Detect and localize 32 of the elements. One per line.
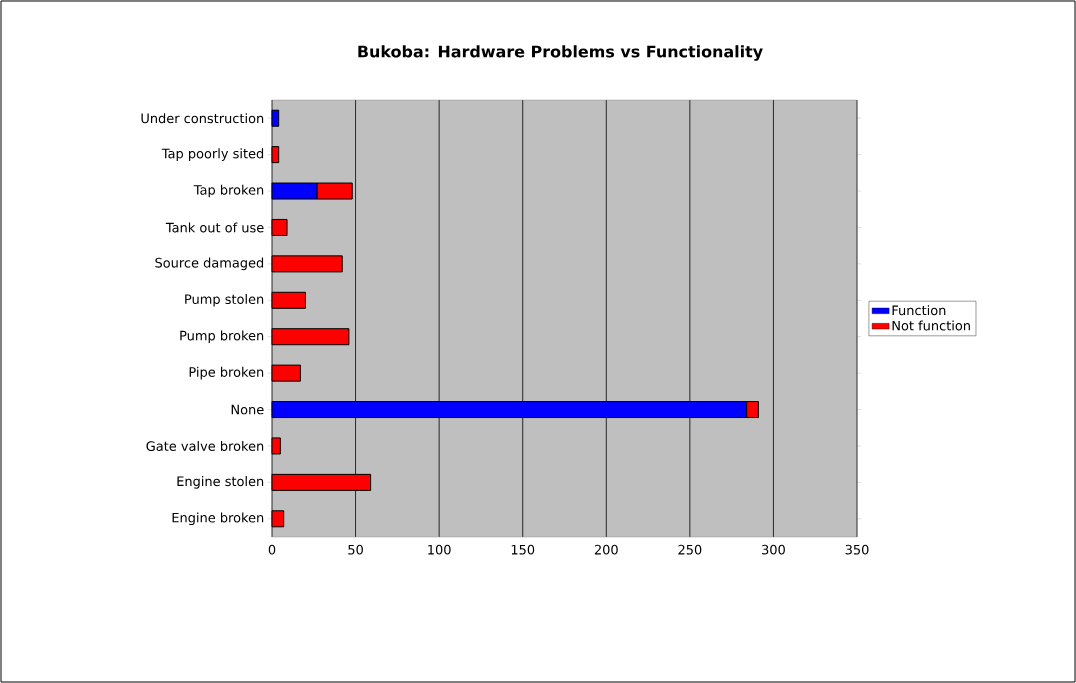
bar [271,328,350,346]
y-tick-label: Engine stolen [177,476,264,489]
x-tick-label: 0 [268,544,276,555]
bar [271,218,288,236]
bar [271,437,281,455]
x-tick-label: 200 [594,544,618,555]
y-tick-label: Tank out of use [165,222,264,233]
y-tick-label: Gate valve broken [146,440,264,451]
x-tick-label: 300 [762,544,785,555]
y-tick-label: Tap broken [193,184,264,198]
legend-label: Not function [892,320,970,331]
bar [271,146,280,164]
bar [271,109,280,127]
y-tick-label: Pump stolen [185,294,264,307]
chart-title: Bukoba: Hardware Problems vs Functionality [358,45,763,61]
bar [271,364,301,382]
y-tick-label: Engine broken [172,512,264,526]
y-tick-label: Under construction [141,113,264,124]
y-tick-label: None [231,404,264,415]
y-tick-label: Tap poorly sited [161,148,264,161]
y-tick-label: Pipe broken [189,366,264,380]
x-tick-label: 350 [845,544,869,555]
bar [271,510,285,528]
y-tick-label: Pump broken [180,330,264,343]
bar [271,255,343,273]
y-tick-label: Source damaged [155,257,264,271]
x-tick-label: 150 [511,544,535,555]
bar [271,291,306,309]
x-tick-label: 100 [428,544,451,555]
legend-label: Function [892,305,946,316]
x-tick-label: 50 [348,544,363,555]
x-tick-label: 250 [678,544,702,555]
